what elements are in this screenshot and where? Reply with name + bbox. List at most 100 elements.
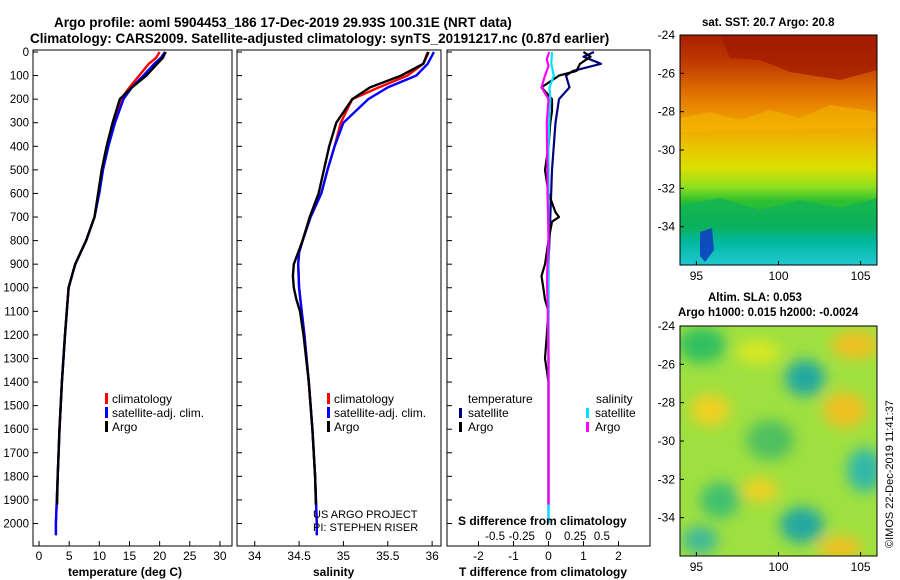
- x-tick-label: 30: [213, 549, 227, 563]
- x-tick-label: 100: [768, 560, 788, 574]
- legend-swatch-s-satellite: [586, 408, 589, 418]
- credit-pi: PI: STEPHEN RISER: [313, 522, 418, 534]
- legend-swatch-climatology: [105, 393, 108, 404]
- sst-map-title: sat. SST: 20.7 Argo: 20.8: [702, 17, 835, 29]
- x-tick-label: 36: [425, 549, 439, 563]
- top-tick-label: -0.5: [485, 531, 505, 543]
- series-line: [54, 51, 161, 536]
- x-tick-label: -1: [508, 549, 519, 563]
- top-tick-label: -0.25: [509, 531, 535, 543]
- legend-label-argo: Argo: [112, 420, 138, 434]
- x-tick-label: 2: [615, 549, 622, 563]
- y-tick-label: 100: [10, 71, 29, 83]
- x-tick-label: 0: [36, 549, 43, 563]
- y-tick-label: 200: [10, 94, 29, 106]
- y-tick-label: -30: [658, 434, 676, 448]
- legend-label-climatology: climatology: [334, 392, 394, 406]
- legend-swatch-t-argo: [459, 422, 462, 432]
- temperature-axis: 0 5 10 15 20 25 30: [36, 541, 227, 563]
- x-tick-label: 1: [580, 549, 587, 563]
- credit-project: US ARGO PROJECT: [313, 509, 418, 521]
- legend-label-argo: Argo: [334, 420, 360, 434]
- y-tick-label: -28: [658, 396, 676, 410]
- x-tick-label: 10: [93, 549, 107, 563]
- y-tick-label: 800: [10, 236, 29, 248]
- top-tick-label: 0.5: [594, 531, 610, 543]
- s-difference-label: S difference from climatology: [458, 514, 627, 528]
- y-tick-label: -32: [658, 472, 676, 486]
- x-tick-label: 25: [183, 549, 197, 563]
- legend-swatch-climatology: [327, 393, 330, 404]
- series-line: [291, 51, 430, 505]
- legend-swatch-s-argo: [586, 422, 589, 432]
- sst-warm-core: [720, 35, 877, 80]
- x-tick-label: 20: [153, 549, 167, 563]
- x-tick-label: 34: [248, 549, 262, 563]
- y-tick-label: -34: [658, 511, 676, 525]
- sst-cool-band: [680, 198, 877, 232]
- y-tick-label: -24: [658, 28, 676, 42]
- series-line: [297, 51, 435, 536]
- y-tick-label: -34: [658, 220, 676, 234]
- legend-swatch-t-satellite: [459, 408, 462, 418]
- difference-axis: -2 -1 0 1 2 -0.5 -0.25 0 0.25 0.5: [473, 531, 622, 563]
- legend-title-temperature: temperature: [468, 392, 533, 406]
- sla-anomaly: [847, 448, 877, 492]
- legend-swatch-argo: [327, 421, 330, 432]
- depth-axis: 0 100 200 300 400 500 600 700 800 900 1000 1100 1200…: [3, 47, 452, 530]
- sla-anomaly: [818, 536, 862, 556]
- sla-anomaly: [831, 331, 877, 359]
- y-tick-label: -32: [658, 181, 676, 195]
- y-tick-label: 600: [10, 188, 29, 200]
- legend-label-s-satellite: satellite: [595, 406, 636, 420]
- y-tick-label: 1900: [3, 495, 29, 507]
- y-tick-label: 500: [10, 165, 29, 177]
- x-tick-label: -2: [473, 549, 484, 563]
- y-tick-label: 1500: [3, 401, 29, 413]
- legend-title-salinity: salinity: [596, 392, 633, 406]
- sla-anomaly: [780, 507, 824, 543]
- salinity-panel: [236, 49, 442, 547]
- x-tick-label: 34.5: [287, 549, 311, 563]
- x-tick-label: 35: [337, 549, 351, 563]
- y-tick-label: -28: [658, 105, 676, 119]
- y-tick-label: 2000: [3, 518, 29, 530]
- legend-label-satellite: satellite-adj. clim.: [112, 406, 204, 420]
- y-tick-label: 1000: [3, 283, 29, 295]
- y-tick-label: 400: [10, 141, 29, 153]
- x-tick-label: 0: [545, 549, 552, 563]
- difference-series: [540, 50, 603, 524]
- sst-front: [680, 105, 877, 132]
- series-line: [55, 51, 167, 505]
- salinity-axis: 34 34.5 35 35.5 36: [248, 541, 439, 563]
- sla-anomaly: [690, 394, 730, 426]
- temperature-axis-label: temperature (deg C): [68, 565, 182, 579]
- sla-anomaly: [746, 420, 794, 460]
- salinity-legend: climatology satellite-adj. clim. Argo: [327, 392, 426, 434]
- x-tick-label: 5: [66, 549, 73, 563]
- header-line2: Climatology: CARS2009. Satellite-adjuste…: [30, 31, 609, 46]
- series-line: [297, 51, 429, 536]
- sst-map: [680, 35, 877, 265]
- y-tick-label: 1700: [3, 448, 29, 460]
- sla-anomaly: [736, 340, 780, 364]
- legend-label-satellite: satellite-adj. clim.: [334, 406, 426, 420]
- legend-swatch-argo: [105, 421, 108, 432]
- top-tick-label: 0: [545, 531, 551, 543]
- legend-label-t-satellite: satellite: [468, 406, 509, 420]
- x-tick-label: 35.5: [376, 549, 400, 563]
- y-tick-label: 700: [10, 212, 29, 224]
- x-tick-label: 105: [851, 560, 871, 574]
- y-tick-label: 1100: [4, 306, 29, 318]
- legend-swatch-satellite: [105, 407, 108, 418]
- y-tick-label: -26: [658, 357, 676, 371]
- salinity-axis-label: salinity: [313, 565, 355, 579]
- sst-cold-patch: [700, 228, 714, 262]
- sla-map-title-1: Altim. SLA: 0.053: [708, 292, 802, 304]
- header-line1: Argo profile: aoml 5904453_186 17-Dec-20…: [54, 15, 512, 30]
- sla-anomaly: [785, 360, 825, 396]
- x-tick-label: 95: [690, 269, 704, 283]
- x-tick-label: 100: [768, 269, 788, 283]
- imos-timestamp: ©IMOS 22-Dec-2019 11:41:37: [884, 400, 896, 548]
